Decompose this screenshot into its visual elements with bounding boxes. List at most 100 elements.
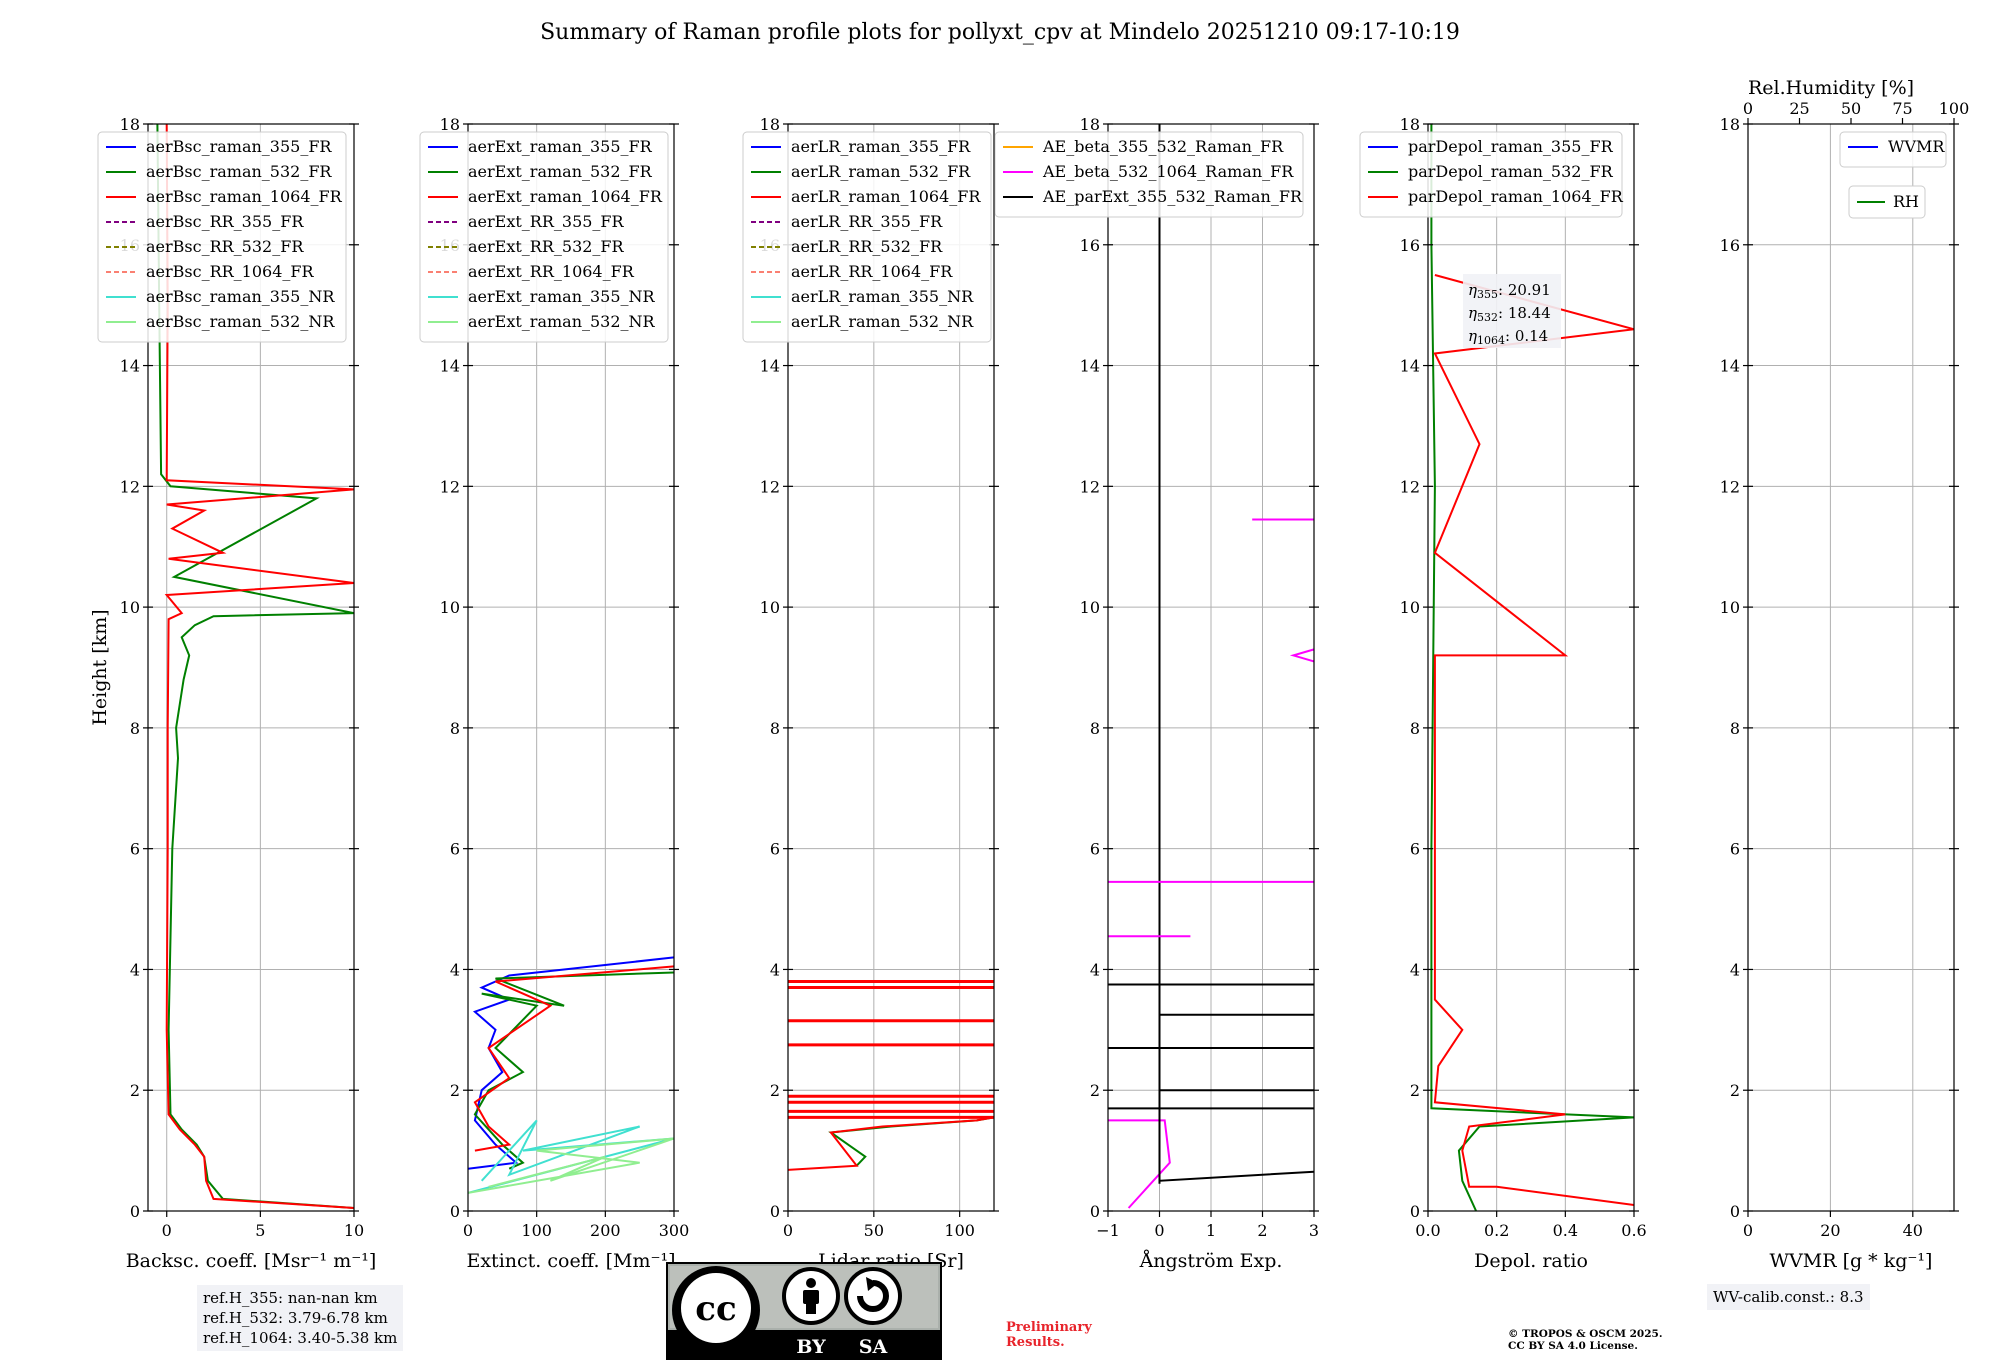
lr-ytick-label: 14 <box>760 357 780 376</box>
wvmr-xtick-label: 20 <box>1820 1221 1840 1240</box>
lr-legend-label: aerLR_raman_355_NR <box>791 287 974 306</box>
depol-series-pardepol_raman_1064_fr <box>1433 274 1634 1206</box>
depol-ytick-label: 6 <box>1410 840 1420 859</box>
depol-ytick-label: 8 <box>1410 719 1420 738</box>
wv-calib-text: WV-calib.const.: 8.3 <box>1713 1288 1864 1306</box>
lr-xtick-label: 100 <box>944 1221 975 1240</box>
bsc-legend-label: aerBsc_RR_1064_FR <box>146 262 315 281</box>
wvmr-top-tick-label: 50 <box>1841 99 1861 118</box>
bsc-ytick-label: 14 <box>120 357 140 376</box>
lr-ytick-label: 6 <box>770 840 780 859</box>
ae-series-ae_parext_355_532_raman_fr <box>1158 1170 1314 1184</box>
depol-xtick-label: 0.4 <box>1553 1221 1578 1240</box>
ae-ytick-label: 16 <box>1080 236 1100 255</box>
cc-logo-text: cc <box>695 1289 736 1329</box>
ext-legend-label: aerExt_raman_355_FR <box>468 137 653 156</box>
ae-xtick-label: −1 <box>1096 1221 1120 1240</box>
bsc-xlabel: Backsc. coeff. [Msr⁻¹ m⁻¹] <box>126 1250 377 1272</box>
figure-title: Summary of Raman profile plots for polly… <box>540 20 1460 45</box>
bsc-ylabel: Height [km] <box>89 609 111 725</box>
ae-xtick-label: 2 <box>1257 1221 1267 1240</box>
bsc-ytick-label: 4 <box>130 960 140 979</box>
ext-legend-label: aerExt_raman_532_NR <box>468 312 656 331</box>
lr-ytick-label: 8 <box>770 719 780 738</box>
bsc-ytick-label: 18 <box>120 115 140 134</box>
wvmr-ytick-label: 12 <box>1720 477 1740 496</box>
ae-xtick-label: 3 <box>1309 1221 1319 1240</box>
bsc-series-aerbsc_raman_1064_fr <box>164 124 354 1209</box>
depol-annotation-line: η1064: 0.14 <box>1468 327 1548 347</box>
ext-series-aerext_raman_1064_fr <box>473 965 674 1152</box>
lr-ytick-label: 4 <box>770 960 780 979</box>
wvmr-legend <box>1839 131 1947 168</box>
ae-legend-label: AE_parExt_355_532_Raman_FR <box>1042 187 1303 206</box>
bsc-xtick-label: 5 <box>255 1221 265 1240</box>
ext-legend-label: aerExt_raman_355_NR <box>468 287 656 306</box>
wvmr-ytick-label: 16 <box>1720 236 1740 255</box>
ae-ytick-label: 6 <box>1090 840 1100 859</box>
bsc-ytick-label: 10 <box>120 598 140 617</box>
ext-ytick-label: 0 <box>450 1202 460 1221</box>
wvmr-xtick-label: 0 <box>1743 1221 1753 1240</box>
ae-ytick-label: 0 <box>1090 1202 1100 1221</box>
ext-ytick-label: 2 <box>450 1081 460 1100</box>
bsc-legend-label: aerBsc_raman_532_NR <box>146 312 335 331</box>
ext-legend-label: aerExt_RR_1064_FR <box>468 262 635 281</box>
sa-icon <box>844 1267 902 1325</box>
ext-xtick-label: 100 <box>521 1221 552 1240</box>
preliminary-line-1: Preliminary <box>1006 1320 1092 1335</box>
by-label: BY <box>796 1336 826 1358</box>
ext-legend-label: aerExt_raman_532_FR <box>468 162 653 181</box>
wvmr-ytick-label: 8 <box>1730 719 1740 738</box>
wv-calib-box: WV-calib.const.: 8.3 <box>1707 1284 1870 1310</box>
preliminary-line-2: Results. <box>1006 1335 1065 1350</box>
lr-xtick-label: 50 <box>864 1221 884 1240</box>
depol-xlabel: Depol. ratio <box>1474 1250 1588 1272</box>
lr-ytick-label: 18 <box>760 115 780 134</box>
ext-ytick-label: 14 <box>440 357 460 376</box>
ae-ytick-label: 4 <box>1090 960 1100 979</box>
lr-legend-label: aerLR_raman_532_FR <box>791 162 971 181</box>
copyright-line-1: © TROPOS & OSCM 2025. <box>1508 1328 1663 1340</box>
wvmr-top-tick-label: 25 <box>1789 99 1809 118</box>
ext-ytick-label: 6 <box>450 840 460 859</box>
ext-series-aerext_raman_532_fr <box>473 971 674 1170</box>
depol-ytick-label: 12 <box>1400 477 1420 496</box>
wvmr-legend-label: WVMR <box>1888 137 1945 156</box>
wvmr-legend-rh-label: RH <box>1893 192 1919 211</box>
depol-annotation-line: η355: 20.91 <box>1468 281 1551 301</box>
bsc-legend-label: aerBsc_raman_355_NR <box>146 287 335 306</box>
ae-legend-label: AE_beta_355_532_Raman_FR <box>1042 137 1284 156</box>
depol-legend <box>1359 131 1623 218</box>
ext-ytick-label: 4 <box>450 960 460 979</box>
ae-ytick-label: 2 <box>1090 1081 1100 1100</box>
wvmr-ytick-label: 0 <box>1730 1202 1740 1221</box>
refh-355: ref.H_355: nan-nan km <box>203 1289 378 1307</box>
bsc-series-aerbsc_raman_532_fr <box>156 124 354 1209</box>
wvmr-axes-frame <box>1747 123 1955 1212</box>
depol-ytick-label: 0 <box>1410 1202 1420 1221</box>
depol-legend-label: parDepol_raman_532_FR <box>1408 162 1614 181</box>
bsc-legend <box>97 131 347 343</box>
ae-ytick-label: 14 <box>1080 357 1100 376</box>
preliminary-note: Preliminary Results. <box>1006 1320 1092 1350</box>
lr-xtick-label: 0 <box>783 1221 793 1240</box>
lr-legend <box>742 131 992 343</box>
depol-ytick-label: 14 <box>1400 357 1420 376</box>
lr-ytick-label: 2 <box>770 1081 780 1100</box>
ext-xlabel: Extinct. coeff. [Mm⁻¹] <box>466 1250 675 1272</box>
wvmr-ytick-label: 14 <box>1720 357 1740 376</box>
depol-legend-label: parDepol_raman_1064_FR <box>1408 187 1624 206</box>
lr-ytick-label: 10 <box>760 598 780 617</box>
ae-legend-label: AE_beta_532_1064_Raman_FR <box>1042 162 1294 181</box>
ext-legend-label: aerExt_RR_355_FR <box>468 212 625 231</box>
ext-legend <box>419 131 669 343</box>
bsc-legend-label: aerBsc_RR_532_FR <box>146 237 304 256</box>
lr-legend-label: aerLR_RR_355_FR <box>791 212 943 231</box>
bsc-legend-label: aerBsc_raman_355_FR <box>146 137 332 156</box>
bsc-axes-frame <box>147 123 355 1212</box>
wvmr-top-tick-label: 100 <box>1939 99 1970 118</box>
depol-series-pardepol_raman_532_fr <box>1430 124 1634 1211</box>
wvmr-top-tick-label: 0 <box>1743 99 1753 118</box>
